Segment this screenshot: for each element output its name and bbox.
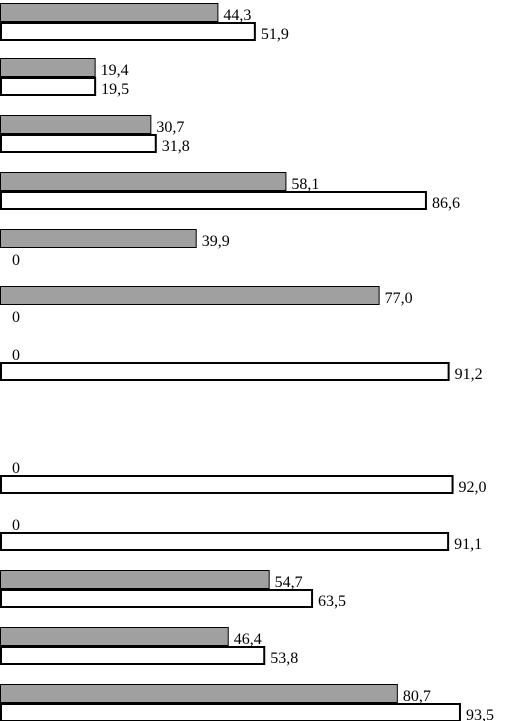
data-label-group4-series1: 58,1 (291, 176, 319, 193)
data-label-group11-series1: 46,4 (234, 631, 262, 648)
bar-group7-series2 (0, 362, 450, 381)
bar-group3-series1 (0, 115, 152, 134)
bar-group2-series2 (0, 77, 97, 96)
bar-group12-series1 (0, 684, 398, 703)
data-label-group7-series1: 0 (12, 347, 20, 364)
data-label-group8-series1: 0 (12, 460, 20, 477)
bar-group10-series1 (0, 570, 270, 589)
bar-group12-series2 (0, 703, 461, 721)
data-label-group2-series1: 19,4 (101, 62, 129, 79)
bar-group11-series1 (0, 627, 229, 646)
data-label-group2-series2: 19,5 (101, 81, 129, 98)
bar-group1-series1 (0, 3, 219, 22)
bar-group2-series1 (0, 58, 96, 77)
bar-group4-series2 (0, 191, 427, 210)
data-label-group1-series1: 44,3 (223, 7, 251, 24)
bar-group4-series1 (0, 172, 287, 191)
data-label-group1-series2: 51,9 (261, 26, 289, 43)
bar-group10-series2 (0, 589, 314, 608)
data-label-group8-series2: 92,0 (459, 479, 487, 496)
data-label-group6-series1: 77,0 (385, 290, 413, 307)
data-label-group7-series2: 91,2 (455, 366, 483, 383)
data-label-group10-series1: 54,7 (275, 574, 303, 591)
data-label-group5-series1: 39,9 (202, 233, 230, 250)
bar-group9-series2 (0, 532, 450, 551)
data-label-group11-series2: 53,8 (270, 650, 298, 667)
bar-group5-series1 (0, 229, 197, 248)
data-label-group9-series1: 0 (12, 517, 20, 534)
data-label-group4-series2: 86,6 (432, 195, 460, 212)
data-label-group5-series2: 0 (12, 252, 20, 269)
bar-group11-series2 (0, 646, 266, 665)
data-label-group3-series2: 31,8 (162, 138, 190, 155)
bar-group1-series2 (0, 22, 256, 41)
data-label-group10-series2: 63,5 (318, 593, 346, 610)
data-label-group9-series2: 91,1 (454, 536, 482, 553)
data-label-group12-series2: 93,5 (466, 707, 494, 721)
bar-group8-series2 (0, 475, 454, 494)
data-label-group12-series1: 80,7 (403, 688, 431, 705)
bar-group3-series2 (0, 134, 157, 153)
data-label-group3-series1: 30,7 (156, 119, 184, 136)
bar-group6-series1 (0, 286, 380, 305)
data-label-group6-series2: 0 (12, 309, 20, 326)
